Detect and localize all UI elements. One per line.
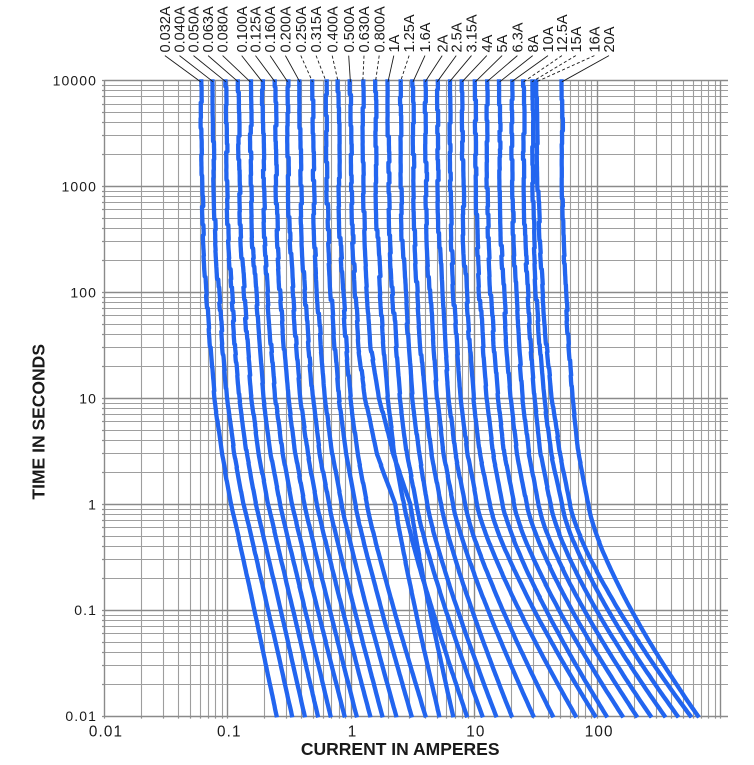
svg-text:0.050A: 0.050A bbox=[187, 6, 203, 53]
svg-text:0.800A: 0.800A bbox=[372, 6, 388, 53]
svg-text:TIME IN SECONDS: TIME IN SECONDS bbox=[29, 344, 49, 500]
svg-text:0.063A: 0.063A bbox=[201, 6, 217, 53]
svg-text:1: 1 bbox=[348, 723, 358, 740]
svg-text:0.1: 0.1 bbox=[74, 602, 97, 618]
svg-text:0.630A: 0.630A bbox=[357, 6, 373, 53]
svg-text:12.5A: 12.5A bbox=[555, 14, 571, 52]
svg-text:10: 10 bbox=[466, 723, 485, 740]
svg-text:1: 1 bbox=[88, 496, 97, 512]
svg-text:2A: 2A bbox=[435, 34, 451, 52]
svg-text:0.080A: 0.080A bbox=[216, 6, 232, 53]
svg-text:100: 100 bbox=[585, 723, 614, 740]
svg-text:1.6A: 1.6A bbox=[418, 22, 434, 52]
svg-text:0.400A: 0.400A bbox=[325, 6, 341, 53]
svg-text:4A: 4A bbox=[480, 34, 496, 52]
svg-text:20A: 20A bbox=[602, 26, 618, 52]
svg-text:0.125A: 0.125A bbox=[249, 6, 265, 53]
svg-text:100: 100 bbox=[70, 284, 97, 300]
svg-text:1A: 1A bbox=[387, 34, 403, 52]
svg-text:0.01: 0.01 bbox=[65, 708, 97, 724]
svg-text:0.500A: 0.500A bbox=[342, 6, 358, 53]
svg-text:15A: 15A bbox=[569, 26, 585, 52]
svg-text:1000: 1000 bbox=[61, 178, 97, 194]
svg-text:0.200A: 0.200A bbox=[279, 6, 295, 53]
svg-text:6.3A: 6.3A bbox=[511, 22, 527, 52]
svg-text:0.040A: 0.040A bbox=[173, 6, 189, 53]
svg-text:CURRENT IN AMPERES: CURRENT IN AMPERES bbox=[301, 739, 500, 759]
svg-text:0.032A: 0.032A bbox=[158, 6, 174, 53]
svg-text:10A: 10A bbox=[541, 26, 557, 52]
svg-text:2.5A: 2.5A bbox=[449, 22, 465, 52]
svg-text:1.25A: 1.25A bbox=[402, 14, 418, 52]
svg-text:10: 10 bbox=[79, 390, 97, 406]
svg-text:10000: 10000 bbox=[53, 73, 97, 89]
svg-text:0.250A: 0.250A bbox=[294, 6, 310, 53]
svg-text:0.1: 0.1 bbox=[217, 723, 242, 740]
svg-text:0.100A: 0.100A bbox=[235, 6, 251, 53]
svg-text:8A: 8A bbox=[526, 34, 542, 52]
svg-text:0.160A: 0.160A bbox=[263, 6, 279, 53]
svg-text:0.01: 0.01 bbox=[89, 723, 123, 740]
svg-text:3.15A: 3.15A bbox=[465, 14, 481, 52]
svg-text:16A: 16A bbox=[588, 26, 604, 52]
svg-text:0.315A: 0.315A bbox=[309, 6, 325, 53]
svg-text:5A: 5A bbox=[495, 34, 511, 52]
